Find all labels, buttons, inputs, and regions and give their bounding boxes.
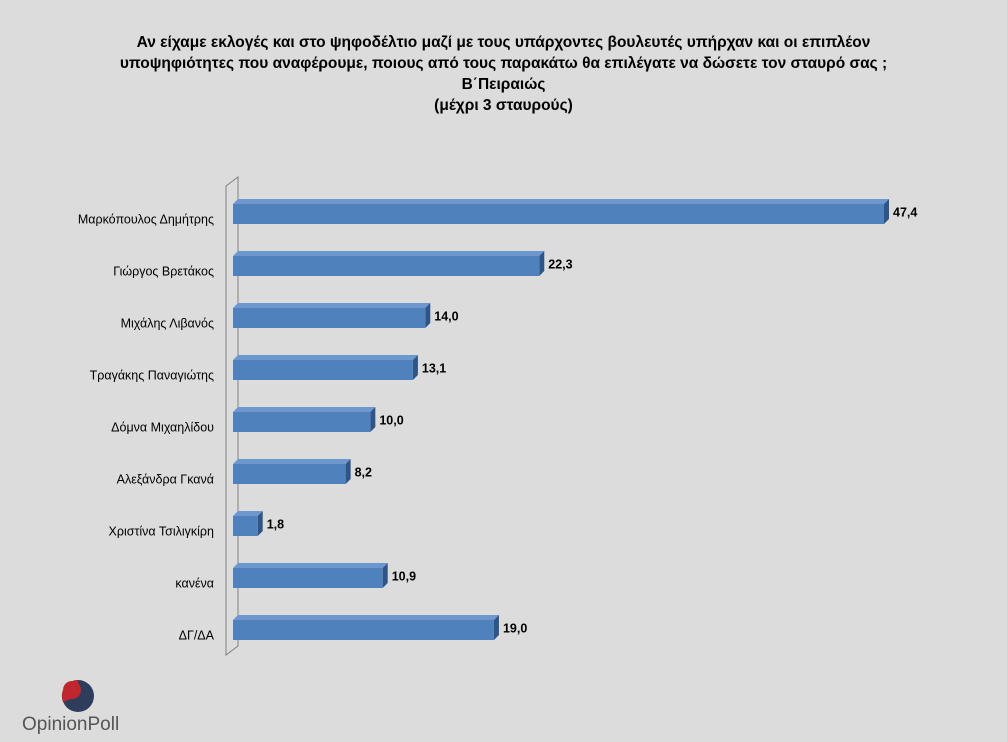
bar bbox=[233, 615, 499, 640]
bar-side-face bbox=[412, 355, 418, 380]
category-label: Χριστίνα Τσιλιγκίρη bbox=[109, 524, 215, 538]
category-label: Αλεξάνδρα Γκανά bbox=[117, 472, 214, 486]
bar-front-face bbox=[233, 568, 383, 588]
bar-side-face bbox=[382, 563, 388, 588]
data-label: 14,0 bbox=[434, 309, 458, 323]
data-label: 10,0 bbox=[379, 413, 403, 427]
bar-front-face bbox=[233, 308, 426, 328]
bar-top-face bbox=[233, 511, 263, 516]
bar-side-face bbox=[345, 459, 351, 484]
y-axis-wall bbox=[225, 176, 239, 656]
category-label: Γιώργος Βρετάκος bbox=[113, 264, 214, 278]
bar bbox=[233, 303, 431, 328]
bar-front-face bbox=[233, 620, 494, 640]
bar-top-face bbox=[233, 563, 388, 568]
bar bbox=[233, 459, 351, 484]
category-label: Δόμνα Μιχαηλίδου bbox=[111, 420, 214, 434]
bar-side-face bbox=[257, 511, 263, 536]
bar-side-face bbox=[884, 199, 889, 224]
data-label: 19,0 bbox=[503, 621, 527, 635]
bar bbox=[233, 251, 545, 276]
opinionpoll-logo: OpinionPoll bbox=[22, 676, 142, 736]
bar-front-face bbox=[233, 464, 346, 484]
logo-text-poll: Poll bbox=[87, 714, 120, 735]
bar-front-face bbox=[233, 256, 540, 276]
data-label: 13,1 bbox=[422, 361, 446, 375]
chart-title-line-4: (μέχρι 3 σταυρούς) bbox=[434, 97, 573, 114]
bar-front-face bbox=[233, 516, 258, 536]
chart-title-line-1: Αν είχαμε εκλογές και στο ψηφοδέλτιο μαζ… bbox=[136, 34, 871, 51]
bar bbox=[233, 407, 376, 432]
category-label: Μαρκόπουλος Δημήτρης bbox=[78, 212, 214, 226]
bar-top-face bbox=[233, 251, 545, 256]
logo-circle-icon bbox=[61, 679, 94, 712]
bar-top-face bbox=[233, 407, 376, 412]
logo-text: OpinionPoll bbox=[22, 714, 119, 736]
bar-side-face bbox=[539, 251, 545, 276]
data-label: 47,4 bbox=[893, 205, 917, 219]
bar-top-face bbox=[233, 615, 499, 620]
bar bbox=[233, 355, 418, 380]
bar-top-face bbox=[233, 355, 418, 360]
category-label: κανένα bbox=[175, 576, 214, 590]
bar-front-face bbox=[233, 204, 884, 224]
data-label: 10,9 bbox=[392, 569, 416, 583]
data-label: 1,8 bbox=[267, 517, 284, 531]
bar-front-face bbox=[233, 360, 413, 380]
data-label: 22,3 bbox=[548, 257, 572, 271]
bar-top-face bbox=[233, 303, 431, 308]
bar-top-face bbox=[233, 199, 889, 204]
category-label: Μιχάλης Λιβανός bbox=[121, 316, 214, 330]
bar-front-face bbox=[233, 412, 371, 432]
bar-side-face bbox=[493, 615, 499, 640]
bar bbox=[233, 511, 263, 536]
category-label: Τραγάκης Παναγιώτης bbox=[90, 368, 214, 382]
chart-title: Αν είχαμε εκλογές και στο ψηφοδέλτιο μαζ… bbox=[0, 32, 1007, 116]
bar-top-face bbox=[233, 459, 351, 464]
bar-side-face bbox=[370, 407, 376, 432]
chart-title-line-2: υποψηφιότητες που αναφέρουμε, ποιους από… bbox=[119, 55, 888, 72]
chart-title-line-3: Β΄Πειραιώς bbox=[461, 76, 546, 93]
bar-side-face bbox=[425, 303, 431, 328]
logo-text-opinion: Opinion bbox=[22, 714, 88, 735]
bar bbox=[233, 199, 889, 224]
data-label: 8,2 bbox=[355, 465, 372, 479]
category-label: ΔΓ/ΔΑ bbox=[179, 628, 215, 642]
bar bbox=[233, 563, 388, 588]
